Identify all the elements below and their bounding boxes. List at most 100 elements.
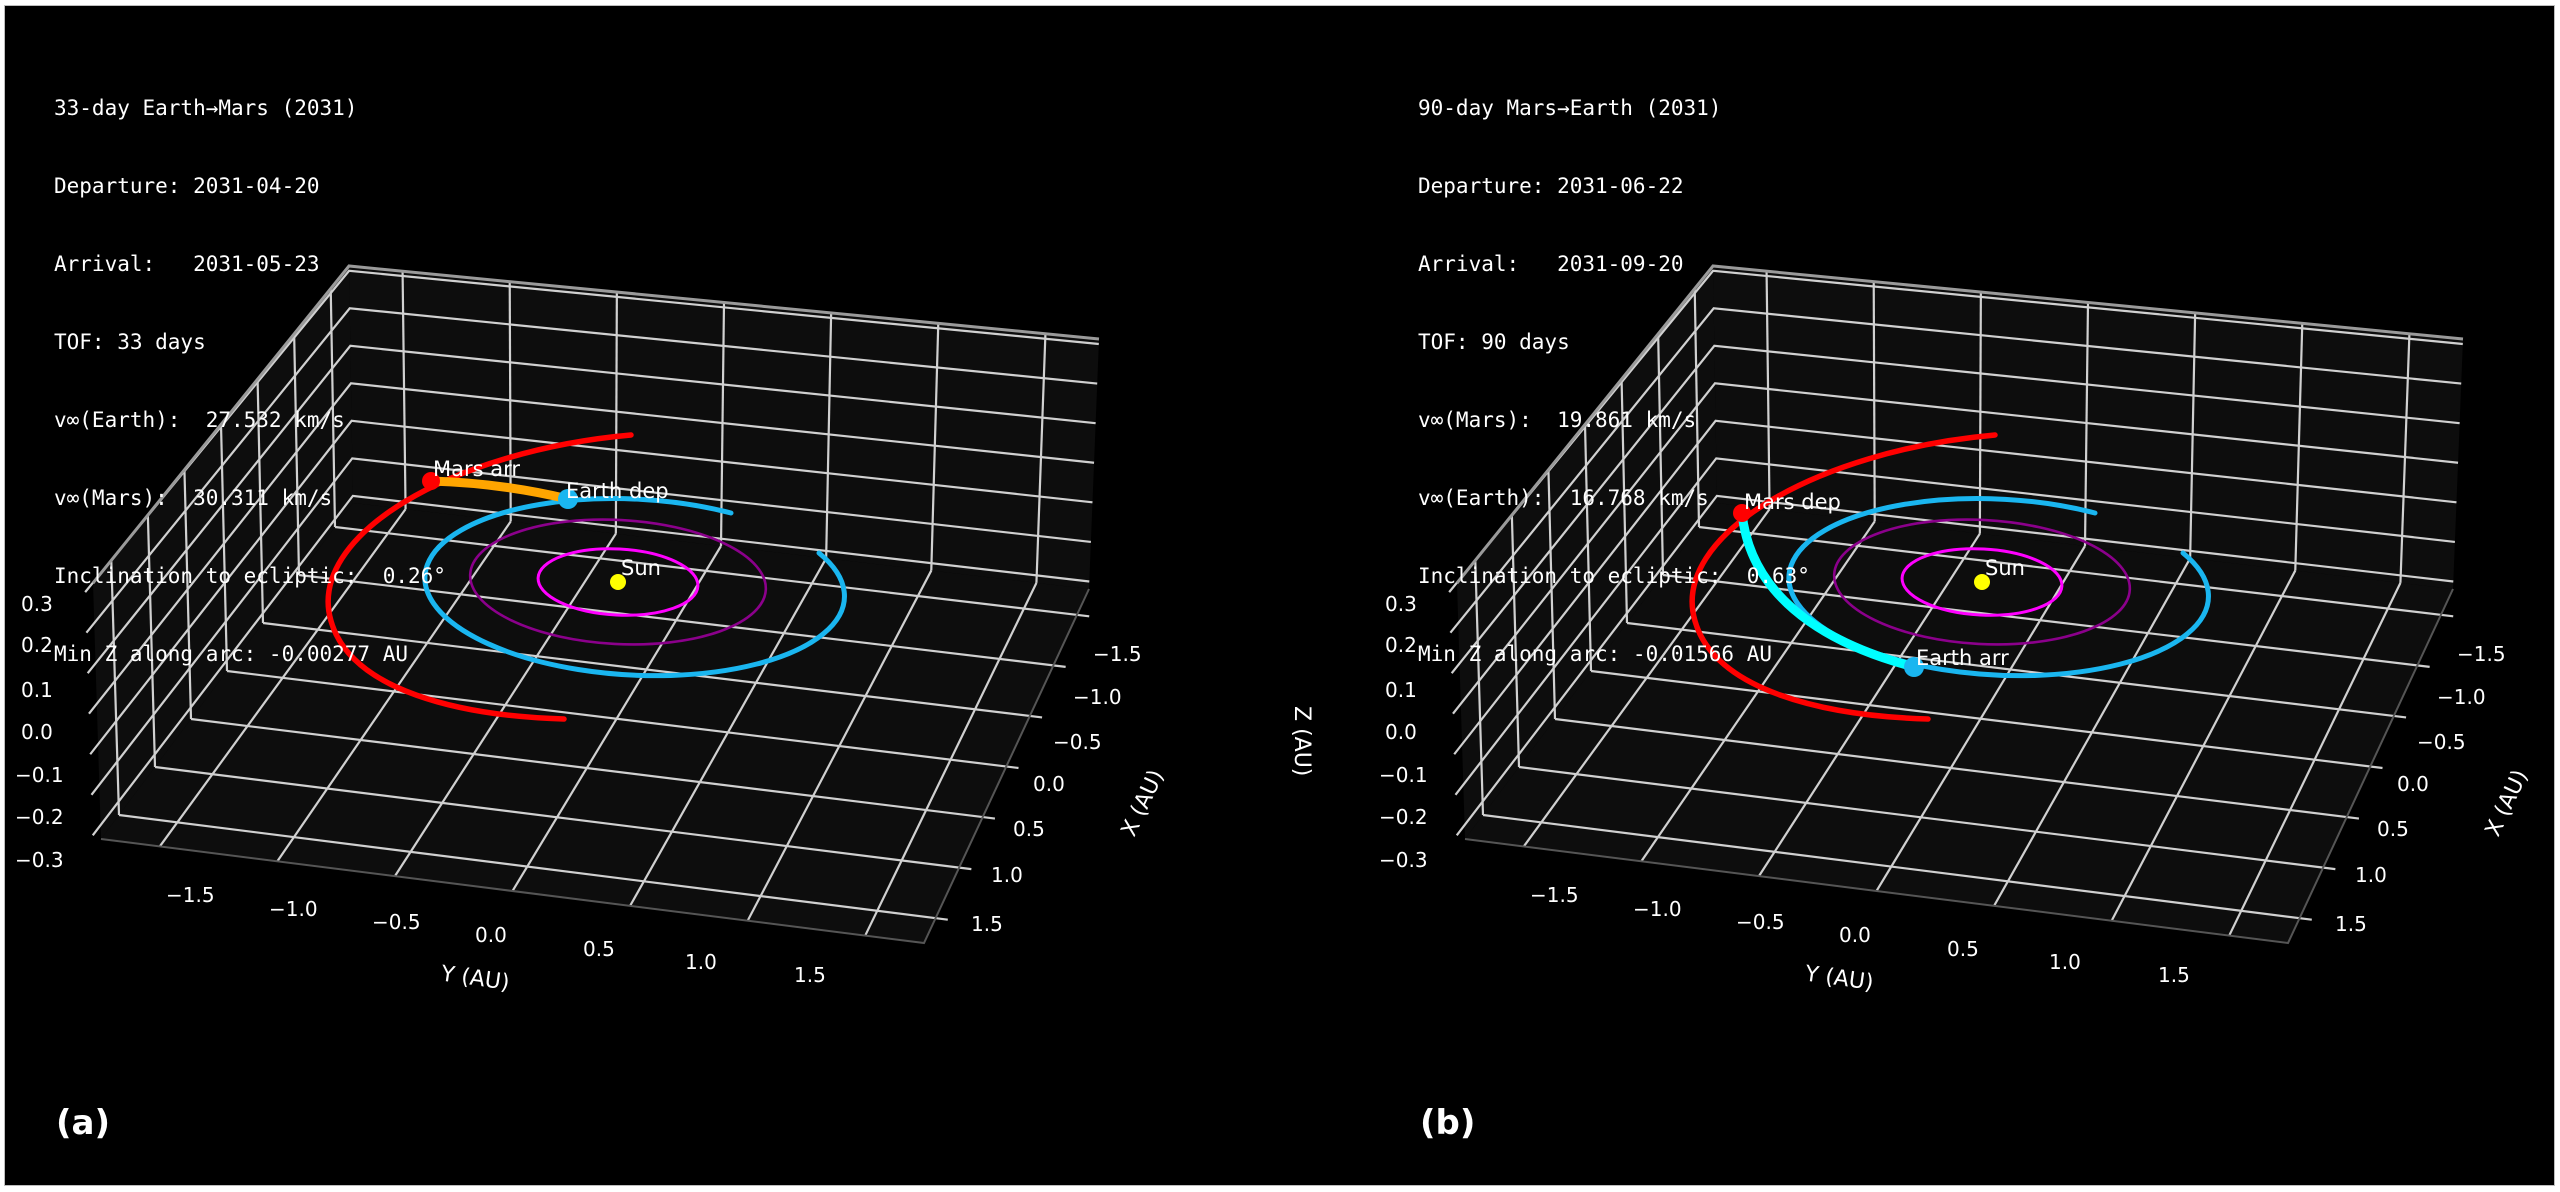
- mercury-orbit: [536, 547, 700, 617]
- departure-label: Earth dep: [566, 479, 669, 503]
- back-grid-line: [2399, 333, 2411, 583]
- side-pane: [93, 266, 353, 839]
- panel-b-arrival: Arrival: 2031-09-20: [1418, 252, 1684, 276]
- z-tick-label: −0.2: [1379, 805, 1428, 829]
- y-tick-label: −0.5: [372, 910, 421, 934]
- panel-a-info: 33-day Earth→Mars (2031) Departure: 2031…: [54, 43, 446, 719]
- panel-b-axes: Sun Mars dep Earth arr 0.3 0.2 0.1 0.0 −0.1 −0.2…: [1379, 264, 2533, 996]
- floor-grid-line: [1590, 669, 2383, 770]
- panel-a-label: (a): [56, 1103, 111, 1143]
- x-tick-label: 1.5: [971, 912, 1003, 936]
- panel-b-min-z: Min Z along arc: -0.01566 AU: [1418, 642, 1773, 666]
- back-grid-line: [2189, 312, 2197, 559]
- mercury-orbit: [1900, 547, 2064, 617]
- panel-b-label: (b): [1420, 1103, 1476, 1143]
- z-tick-label: 0.3: [1385, 592, 1417, 616]
- y-tick-label: 0.0: [475, 923, 507, 947]
- floor-grid-line: [1518, 765, 2336, 871]
- pane-edge: [91, 264, 1100, 584]
- z-grid-line: [90, 457, 1092, 796]
- x-axis-label: X (AU): [2481, 766, 2533, 840]
- back-grid-line: [930, 323, 940, 571]
- side-grid-line: [1474, 560, 1485, 816]
- panel-a-departure: Departure: 2031-04-20: [54, 174, 320, 198]
- z-grid-line: [89, 419, 1093, 755]
- z-tick-label: 0.2: [1385, 633, 1417, 657]
- z-tick-label: 0.1: [21, 678, 53, 702]
- z-tick-label: −0.2: [15, 805, 64, 829]
- back-grid-line: [825, 312, 833, 559]
- earth-arrival-marker: [1904, 657, 1924, 677]
- floor-grid-line: [1554, 717, 2360, 820]
- x-tick-label: 1.5: [2335, 912, 2367, 936]
- y-tick-label: 0.5: [1947, 937, 1979, 961]
- y-tick-label: 1.5: [794, 963, 826, 987]
- z-tick-label: −0.3: [15, 848, 64, 872]
- z-grid-line: [91, 494, 1090, 836]
- z-grid-line: [1454, 457, 2456, 796]
- z-grid-line: [86, 344, 1096, 674]
- venus-orbit: [1832, 518, 2132, 646]
- x-tick-label: 0.5: [2377, 817, 2409, 841]
- z-grid-line: [1455, 494, 2454, 836]
- y-tick-label: 0.0: [1839, 923, 1871, 947]
- side-grid-line: [110, 560, 121, 816]
- y-tick-label: −1.0: [269, 897, 318, 921]
- z-grid-line: [88, 382, 1095, 715]
- sun-marker: [610, 574, 626, 590]
- floor-grid-line: [1626, 621, 2407, 719]
- x-tick-label: −1.5: [1093, 642, 1142, 666]
- panel-a-inclination: Inclination to ecliptic: 0.26°: [54, 564, 446, 588]
- x-tick-label: 0.5: [1013, 817, 1045, 841]
- arrival-label: Mars arr: [433, 457, 520, 481]
- floor-grid-line: [226, 669, 1019, 770]
- y-axis-label: Y (AU): [1802, 961, 1875, 995]
- mars-orbit: [325, 432, 634, 722]
- pane-edge: [1455, 264, 2464, 584]
- venus-orbit: [468, 518, 768, 646]
- x-tick-label: −1.0: [2437, 685, 2486, 709]
- panel-b-inclination: Inclination to ecliptic: 0.63°: [1418, 564, 1810, 588]
- z-grid-line: [1453, 419, 2457, 755]
- mars-departure-marker: [1733, 504, 1751, 522]
- back-grid-line: [1978, 292, 1982, 534]
- panel-a-vinf-2: v∞(Mars): 30.311 km/s: [54, 486, 333, 510]
- plots-canvas: Sun Mars arr Earth dep 0.3 0.2 0.1 0.0 −0.1 −0.2…: [15, 264, 2533, 996]
- back-grid-line: [2083, 302, 2090, 547]
- mars-arrival-marker: [422, 472, 440, 490]
- back-grid-line: [1765, 271, 1771, 510]
- earth-departure-marker: [558, 489, 578, 509]
- z-grid-line: [1450, 344, 2460, 674]
- departure-label: Mars dep: [1744, 490, 1841, 514]
- panel-b-vinf-2: v∞(Earth): 16.768 km/s: [1418, 486, 1709, 510]
- x-tick-label: 0.0: [2397, 772, 2429, 796]
- y-tick-label: 1.0: [2049, 950, 2081, 974]
- x-tick-label: −1.0: [1073, 685, 1122, 709]
- panel-b-tof: TOF: 90 days: [1418, 330, 1570, 354]
- sun-marker: [1974, 574, 1990, 590]
- sun-label: Sun: [1985, 556, 2025, 580]
- z-grid-line: [1449, 307, 2462, 634]
- z-tick-label: 0.1: [1385, 678, 1417, 702]
- back-grid-line: [508, 281, 512, 522]
- z-grid-line: [85, 307, 1098, 634]
- panel-b-departure: Departure: 2031-06-22: [1418, 174, 1684, 198]
- floor-grid-line: [154, 765, 972, 871]
- back-pane: [1713, 266, 2463, 589]
- y-tick-label: 1.0: [685, 950, 717, 974]
- figure: Sun Mars arr Earth dep 0.3 0.2 0.1 0.0 −0.1 −0.2…: [4, 5, 2555, 1186]
- floor-grid-line: [1482, 813, 2312, 921]
- x-tick-label: −0.5: [2417, 730, 2466, 754]
- earth-orbit: [422, 496, 847, 679]
- panel-a-min-z: Min Z along arc: -0.00277 AU: [54, 642, 409, 666]
- z-tick-label: 0.0: [21, 720, 53, 744]
- y-tick-label: 0.5: [583, 937, 615, 961]
- panel-b-info: 90-day Mars→Earth (2031) Departure: 2031…: [1418, 43, 1810, 719]
- z-tick-label: −0.3: [1379, 848, 1428, 872]
- z-tick-label: 0.3: [21, 592, 53, 616]
- z-tick-label: −0.1: [15, 763, 64, 787]
- back-grid-line: [2294, 323, 2304, 571]
- y-axis-label: Y (AU): [438, 961, 511, 995]
- back-grid-line: [719, 302, 726, 547]
- panel-a-vinf-1: v∞(Earth): 27.532 km/s: [54, 408, 345, 432]
